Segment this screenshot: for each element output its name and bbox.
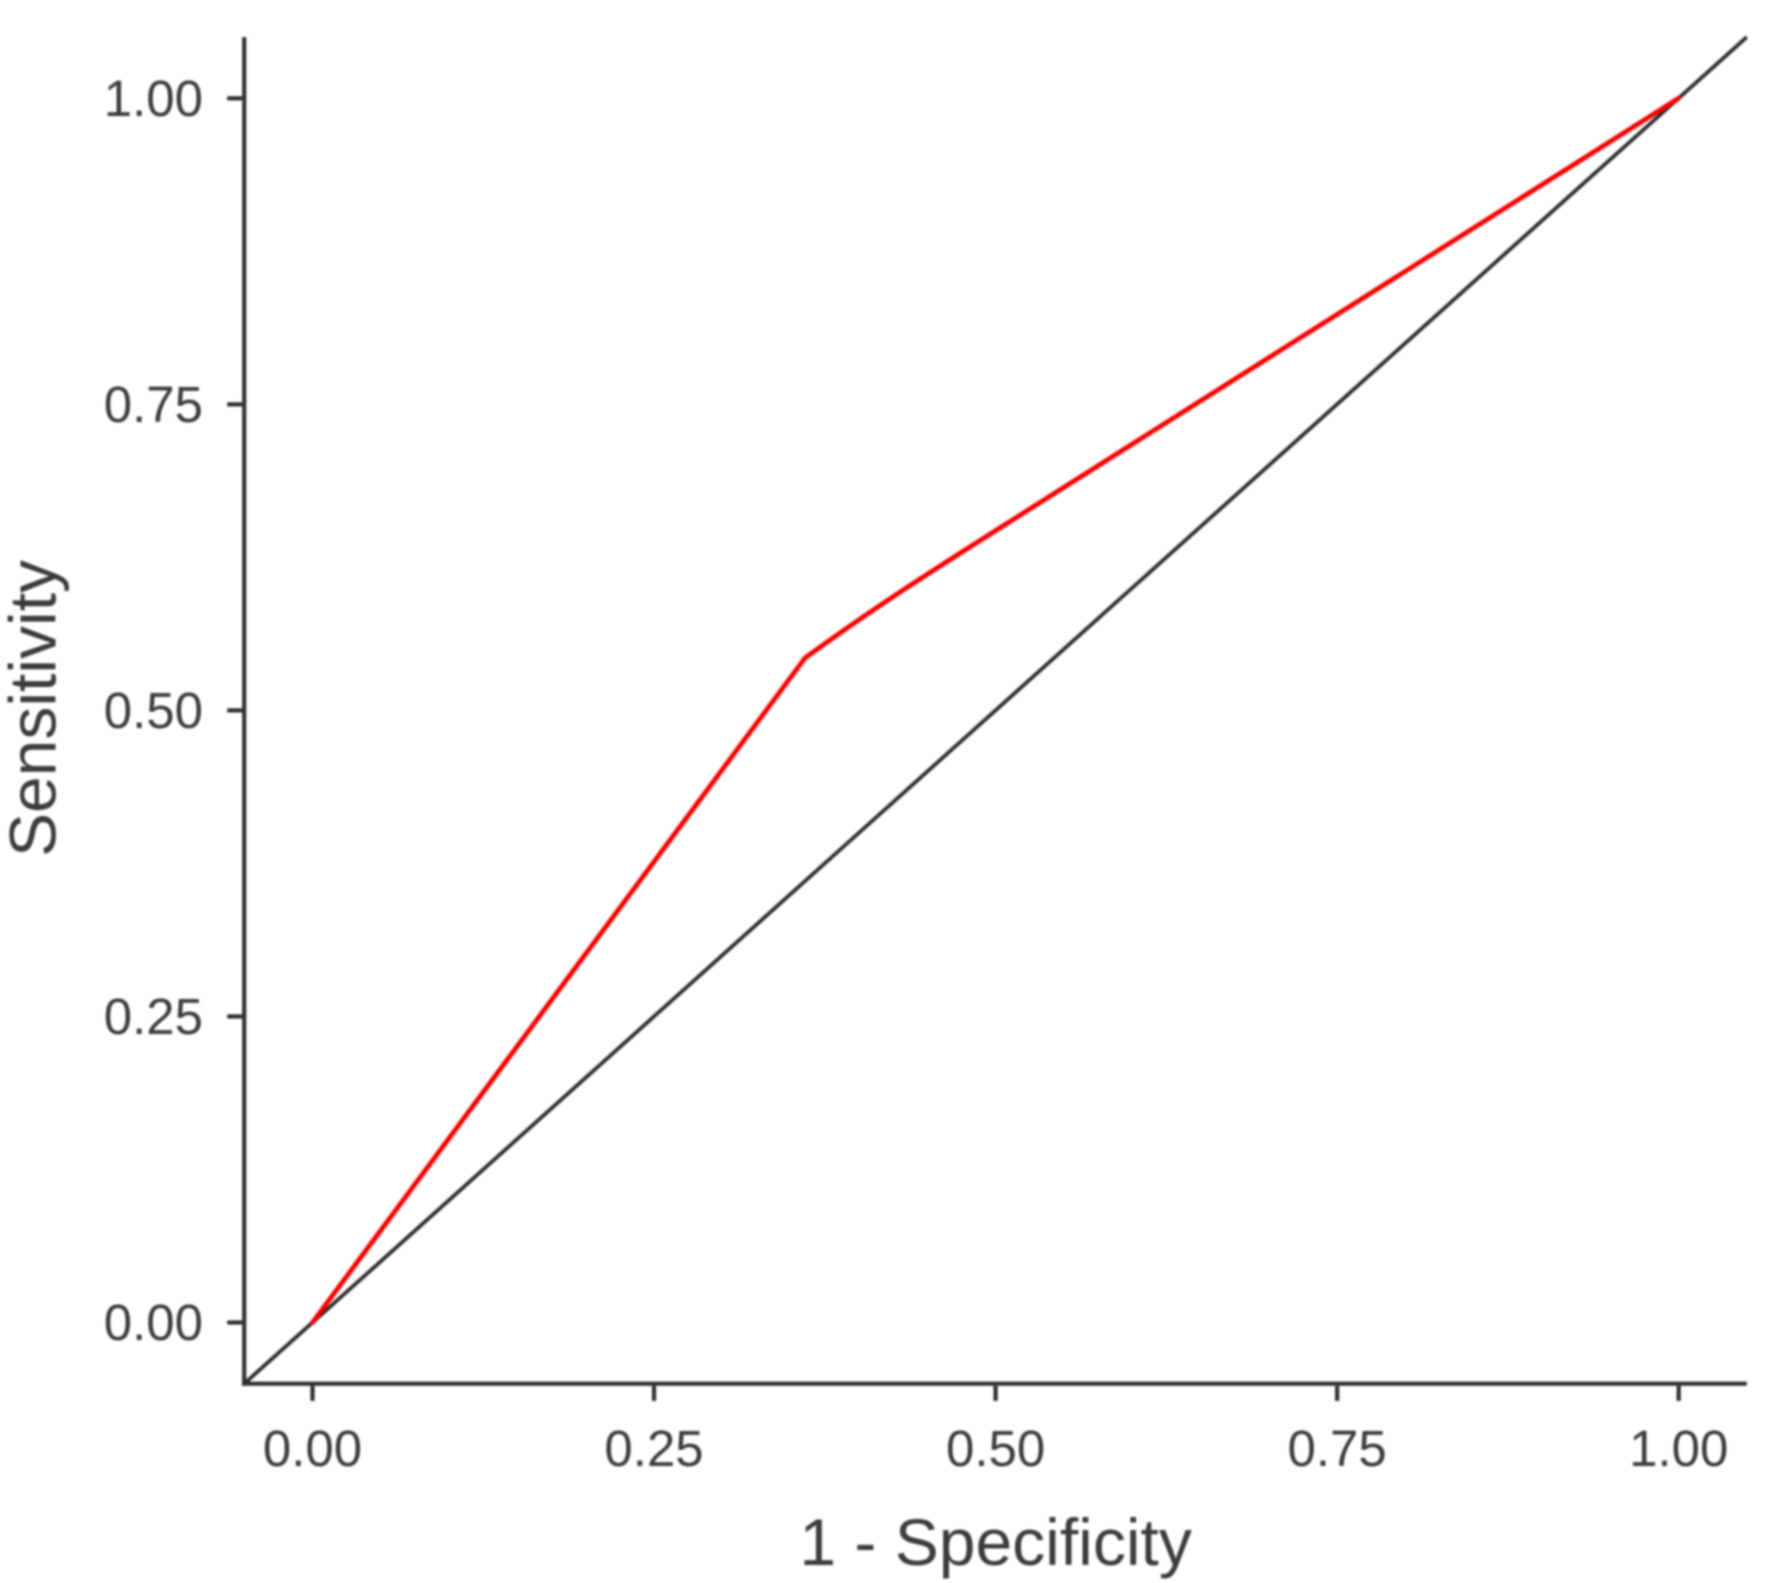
svg-text:Sensitivity: Sensitivity (0, 560, 70, 857)
svg-text:1 - Specificity: 1 - Specificity (799, 1505, 1191, 1579)
svg-text:1.00: 1.00 (1629, 1420, 1728, 1477)
svg-text:0.00: 0.00 (263, 1420, 362, 1477)
svg-text:0.00: 0.00 (104, 1294, 203, 1351)
svg-text:0.50: 0.50 (104, 682, 203, 739)
svg-text:0.25: 0.25 (604, 1420, 703, 1477)
svg-text:0.75: 0.75 (1288, 1420, 1387, 1477)
svg-text:0.25: 0.25 (104, 988, 203, 1045)
svg-text:1.00: 1.00 (104, 70, 203, 127)
svg-text:0.50: 0.50 (946, 1420, 1045, 1477)
svg-text:0.75: 0.75 (104, 376, 203, 433)
